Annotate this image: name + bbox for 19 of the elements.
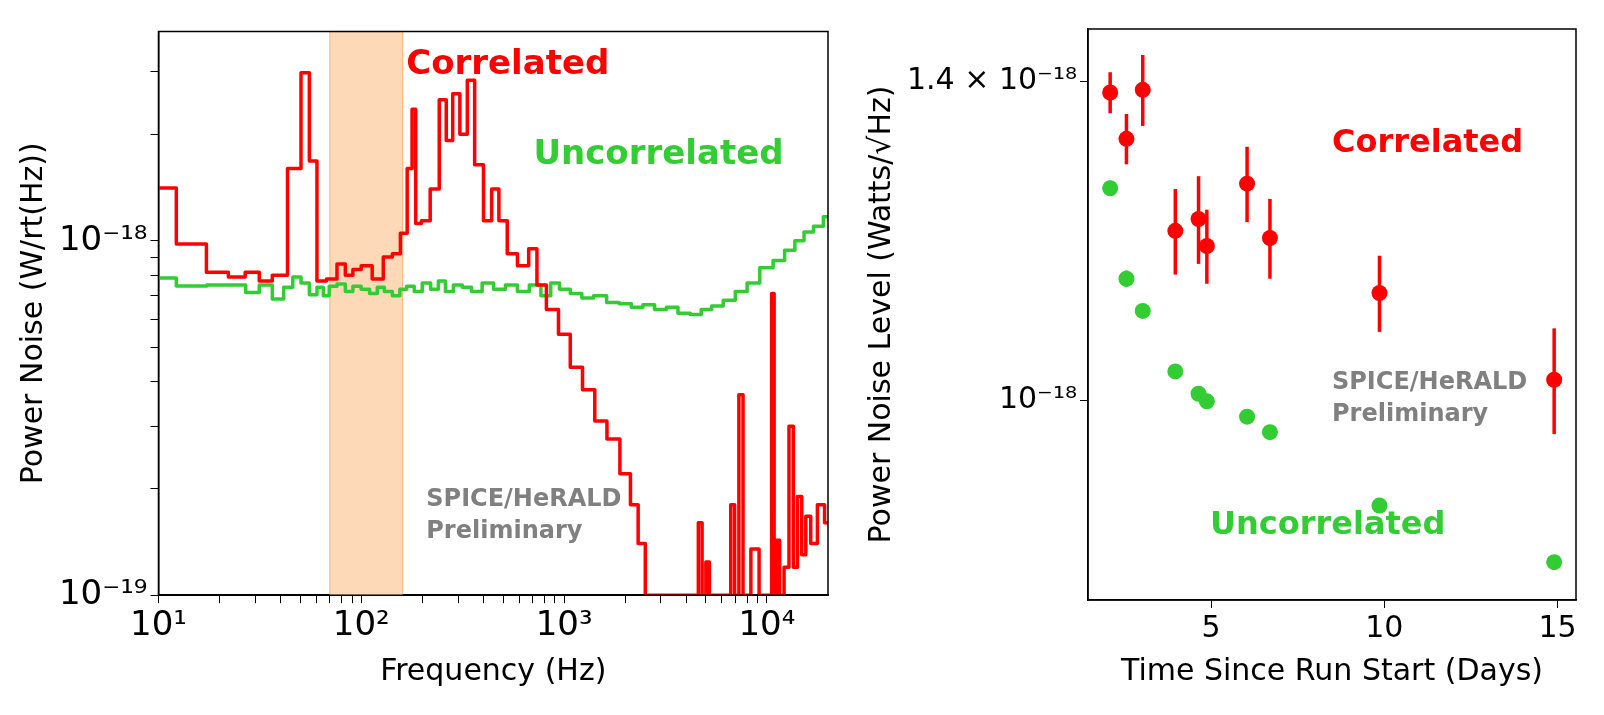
annotation: SPICE/HeRALD Preliminary <box>426 483 622 544</box>
y-axis-title: Power Noise (W/rt(Hz)) <box>13 142 49 485</box>
x-tick-label: 10² <box>332 603 390 644</box>
x-tick-label: 10 <box>1365 608 1404 644</box>
series-label: Uncorrelated <box>1209 504 1446 543</box>
y-tick-label: 1.4 × 10⁻¹⁸ <box>907 61 1077 97</box>
x-tick-label: 10³ <box>535 603 593 644</box>
y-tick-label: 10⁻¹⁸ <box>998 380 1077 416</box>
annotation: SPICE/HeRALD Preliminary <box>1331 367 1528 428</box>
x-tick-label: 10⁴ <box>738 603 796 644</box>
x-tick-label: 15 <box>1538 608 1577 644</box>
series-label: Correlated <box>406 42 610 83</box>
y-tick-label: 10⁻¹⁸ <box>58 217 148 258</box>
x-axis-title: Time Since Run Start (Days) <box>1119 651 1543 687</box>
x-tick-label: 5 <box>1201 608 1221 644</box>
series-label: Uncorrelated <box>533 132 784 173</box>
x-axis-title: Frequency (Hz) <box>380 651 607 687</box>
y-axis-title: Power Noise Level (Watts/√Hz) <box>861 85 897 544</box>
text: Correlated <box>1331 121 1524 160</box>
